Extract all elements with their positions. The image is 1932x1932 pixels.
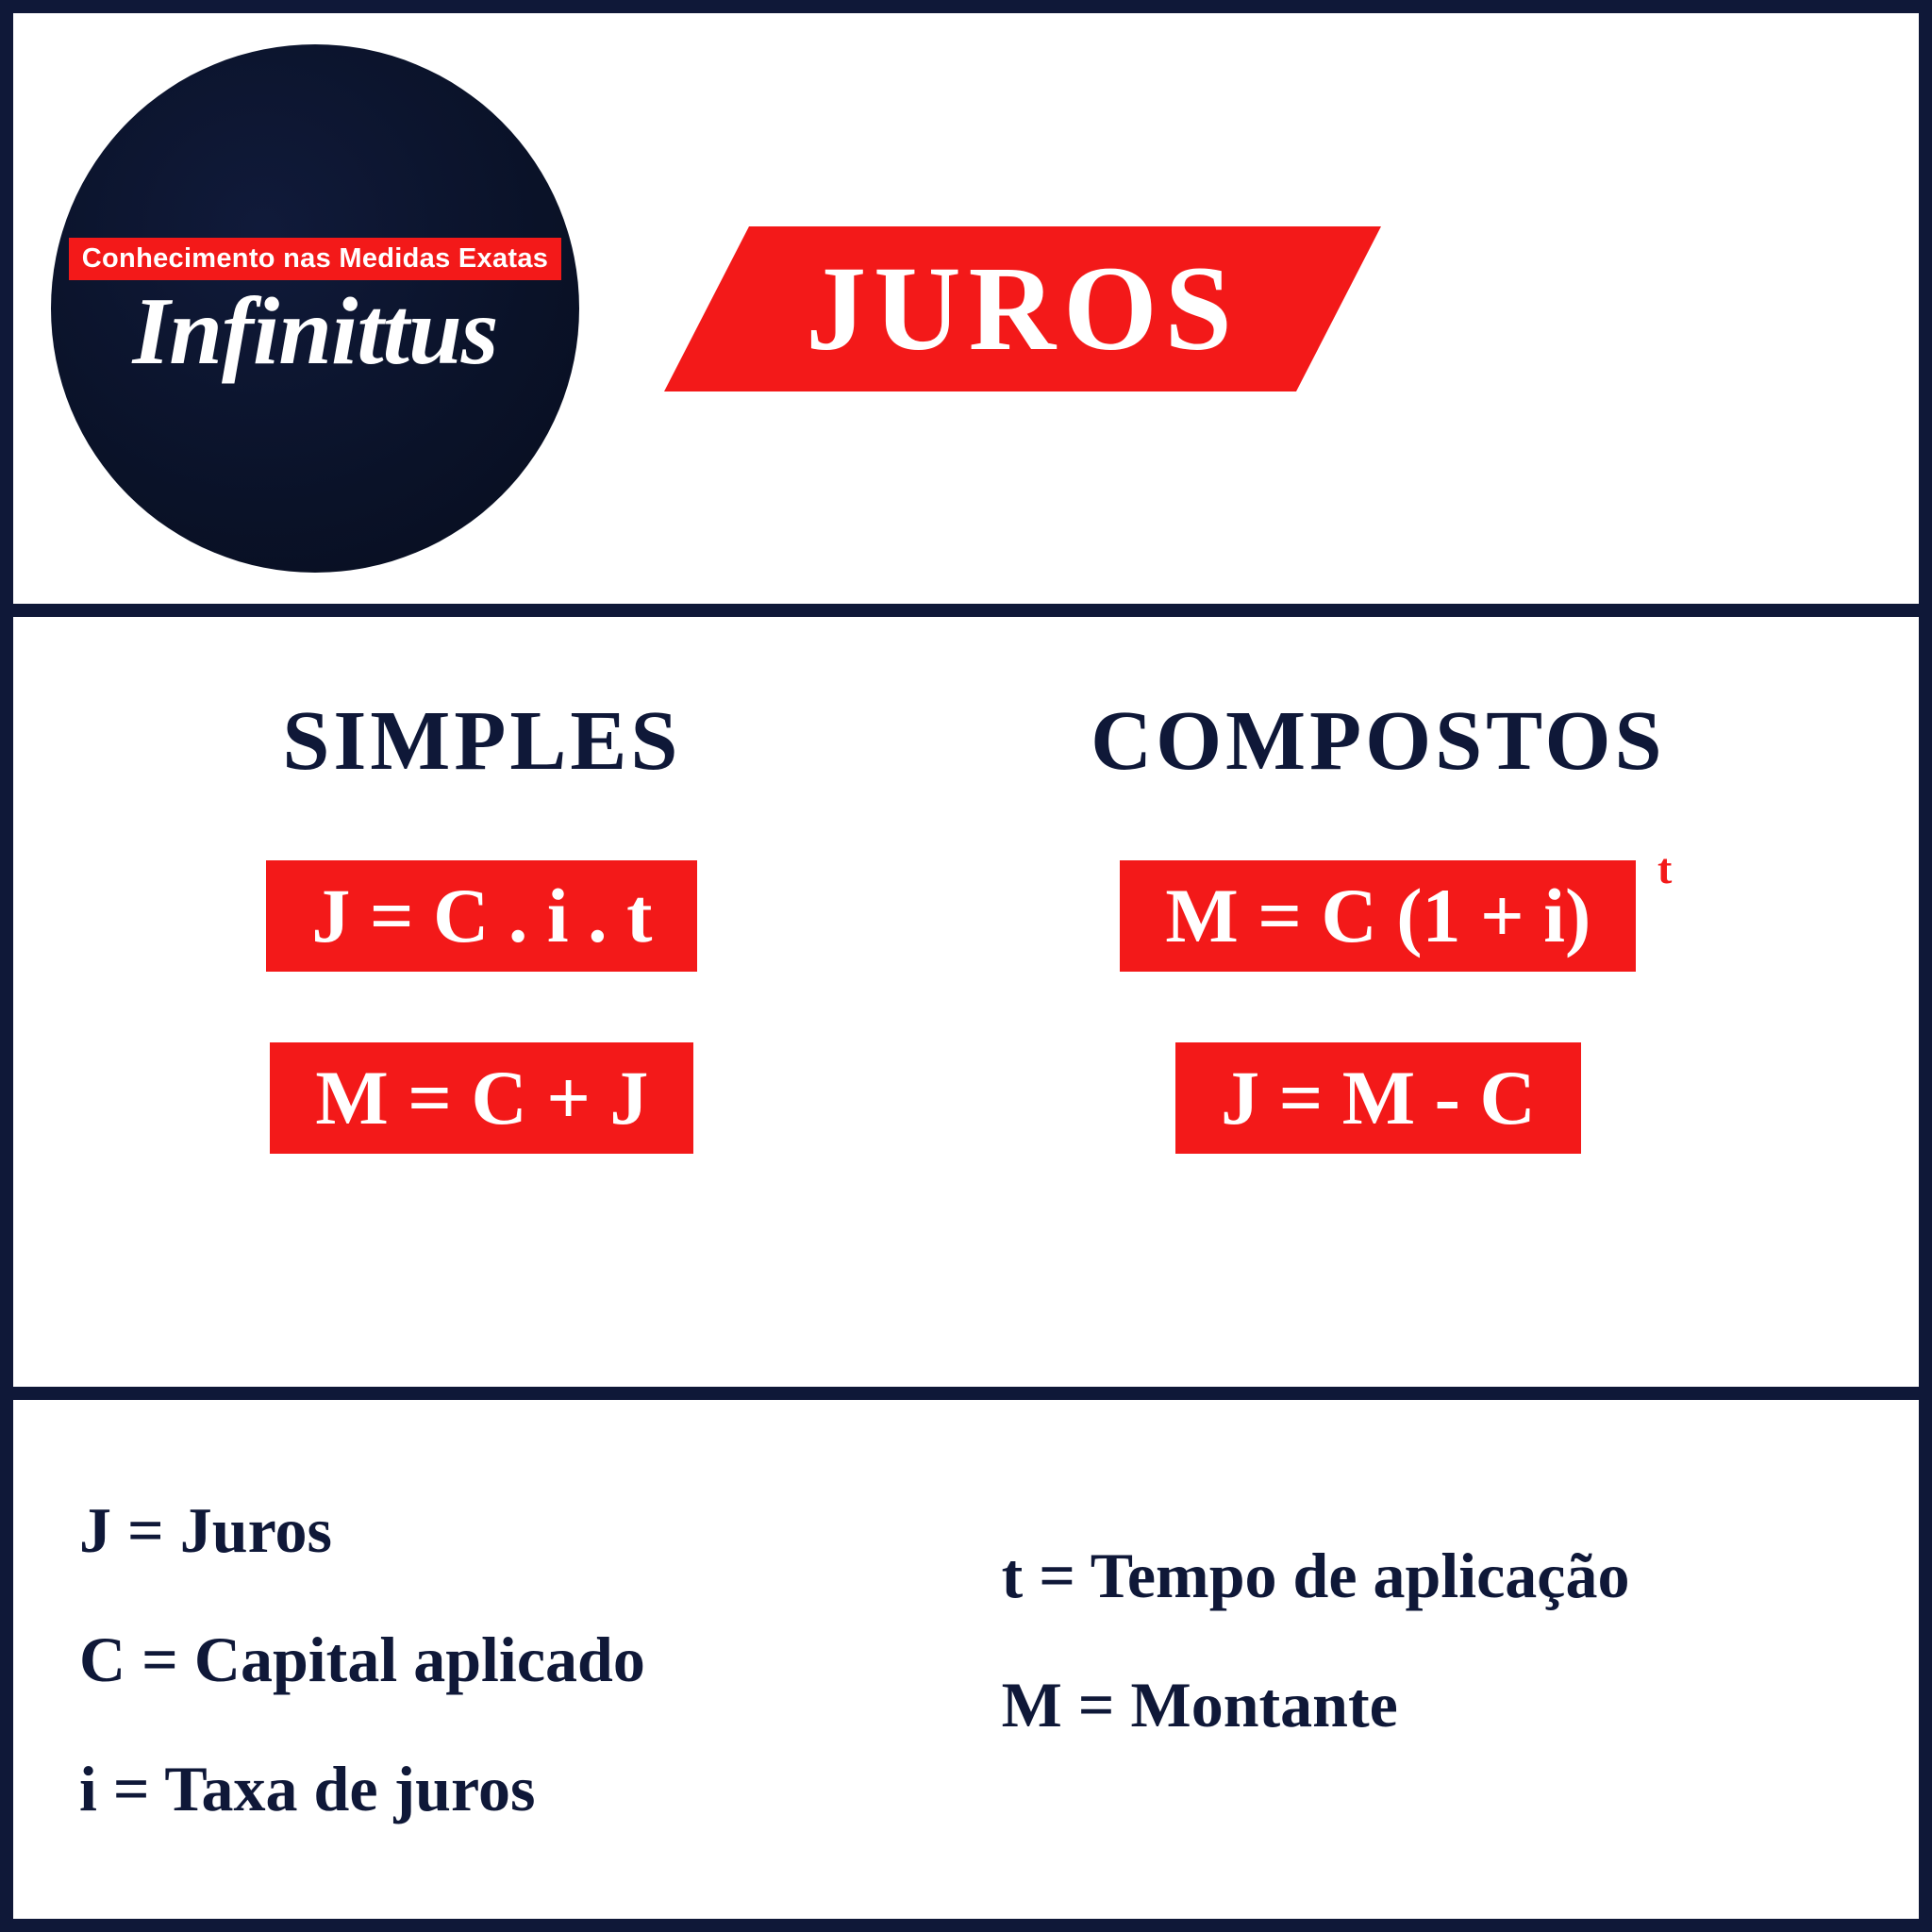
formula-simple-2: M = C + J (270, 1042, 693, 1154)
legend-column-left: J = Juros C = Capital aplicado i = Taxa … (79, 1493, 1002, 1826)
formula-compound-1-text: M = C (1 + i) (1165, 873, 1591, 958)
formula-compound-2: J = M - C (1175, 1042, 1581, 1154)
legend-i: i = Taxa de juros (79, 1752, 1002, 1826)
simple-interest-column: SIMPLES J = C . i . t M = C + J (266, 692, 697, 1330)
column-title-simple: SIMPLES (282, 692, 681, 790)
logo-name: Infinittus (133, 284, 498, 380)
logo-circle: Conhecimento nas Medidas Exatas Infinitt… (51, 44, 579, 573)
formulas-panel: SIMPLES J = C . i . t M = C + J COMPOSTO… (13, 617, 1919, 1400)
formula-compound-1-exponent: t (1657, 847, 1672, 891)
legend-column-right: t = Tempo de aplicação M = Montante (1002, 1539, 1853, 1780)
formula-simple-1: J = C . i . t (266, 860, 697, 972)
column-title-compound: COMPOSTOS (1091, 692, 1665, 790)
title-parallelogram: JUROS (664, 226, 1381, 391)
legend-m: M = Montante (1002, 1668, 1853, 1742)
logo-tagline: Conhecimento nas Medidas Exatas (69, 238, 561, 280)
compound-interest-column: COMPOSTOS M = C (1 + i) t J = M - C (1091, 692, 1665, 1330)
formula-compound-1: M = C (1 + i) t (1120, 860, 1636, 972)
legend-t: t = Tempo de aplicação (1002, 1539, 1853, 1613)
legend-panel: J = Juros C = Capital aplicado i = Taxa … (13, 1400, 1919, 1919)
header-panel: Conhecimento nas Medidas Exatas Infinitt… (13, 13, 1919, 617)
legend-c: C = Capital aplicado (79, 1623, 1002, 1697)
page-title: JUROS (664, 226, 1381, 391)
legend-j: J = Juros (79, 1493, 1002, 1568)
infographic-frame: Conhecimento nas Medidas Exatas Infinitt… (0, 0, 1932, 1932)
